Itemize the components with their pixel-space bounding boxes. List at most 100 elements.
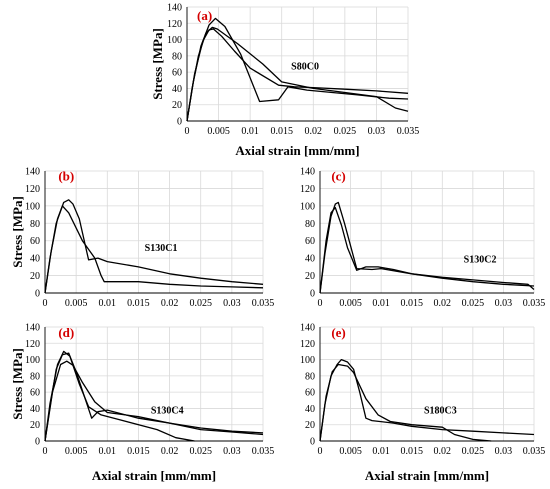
y-axis-title: Stress [MPa] bbox=[10, 348, 25, 420]
y-tick-label: 140 bbox=[25, 323, 40, 334]
chart-panel-a: 0 20 40 60 80 100 120 140 0 0.005 0.01 0.015 0.02 0.0… bbox=[150, 3, 419, 159]
y-tick-label: 0 bbox=[310, 289, 315, 300]
specimen-label: S130C1 bbox=[145, 243, 178, 254]
y-tick-label: 20 bbox=[305, 271, 315, 282]
stress-strain-curve-2 bbox=[319, 206, 535, 294]
y-tick-label: 140 bbox=[300, 167, 315, 178]
y-tick-label: 140 bbox=[25, 167, 40, 178]
y-axis-title: Stress [MPa] bbox=[10, 196, 25, 268]
x-tick-label: 0.015 bbox=[127, 446, 150, 457]
specimen-label: S130C2 bbox=[464, 255, 497, 266]
panel-label: (c) bbox=[331, 169, 345, 184]
x-axis-title: Axial strain [mm/mm] bbox=[92, 468, 216, 483]
y-tick-label: 0 bbox=[35, 289, 40, 300]
x-tick-label: 0.02 bbox=[161, 446, 179, 457]
x-tick-label: 0.015 bbox=[270, 126, 293, 137]
x-tick-label: 0.035 bbox=[523, 446, 546, 457]
y-tick-label: 40 bbox=[172, 84, 182, 95]
x-tick-label: 0.01 bbox=[99, 446, 117, 457]
y-tick-label: 40 bbox=[30, 254, 40, 265]
x-axis-title: Axial strain [mm/mm] bbox=[235, 143, 359, 158]
stress-strain-curve-1 bbox=[186, 26, 409, 122]
specimen-label: S180C3 bbox=[424, 405, 457, 416]
y-tick-label: 100 bbox=[167, 35, 182, 46]
y-tick-label: 100 bbox=[25, 355, 40, 366]
x-tick-label: 0.03 bbox=[495, 446, 513, 457]
y-tick-label: 100 bbox=[300, 201, 315, 212]
x-tick-label: 0.02 bbox=[434, 298, 452, 309]
y-tick-label: 0 bbox=[310, 437, 315, 448]
x-tick-label: 0 bbox=[43, 446, 48, 457]
y-tick-label: 140 bbox=[167, 3, 182, 14]
y-tick-label: 120 bbox=[167, 19, 182, 30]
x-tick-label: 0.035 bbox=[252, 298, 275, 309]
panel-label: (e) bbox=[331, 325, 345, 340]
y-tick-label: 120 bbox=[25, 184, 40, 195]
x-tick-label: 0.035 bbox=[523, 298, 546, 309]
chart-panel-c: 0 20 40 60 80 100 120 140 0 0.005 0.01 0.015 0.02 0.0… bbox=[300, 167, 545, 310]
panel-label: (d) bbox=[58, 325, 74, 340]
x-tick-label: 0.005 bbox=[65, 446, 88, 457]
y-tick-label: 80 bbox=[305, 219, 315, 230]
x-tick-label: 0 bbox=[318, 446, 323, 457]
x-tick-label: 0.005 bbox=[65, 298, 88, 309]
y-tick-label: 0 bbox=[177, 117, 182, 128]
y-tick-label: 60 bbox=[30, 236, 40, 247]
y-tick-label: 120 bbox=[300, 184, 315, 195]
x-tick-label: 0.02 bbox=[161, 298, 179, 309]
x-tick-label: 0.005 bbox=[339, 446, 362, 457]
x-tick-label: 0.01 bbox=[241, 126, 259, 137]
y-tick-label: 0 bbox=[35, 437, 40, 448]
x-tick-label: 0.035 bbox=[397, 126, 420, 137]
x-tick-label: 0.01 bbox=[372, 446, 390, 457]
x-tick-label: 0.01 bbox=[99, 298, 117, 309]
x-axis-title: Axial strain [mm/mm] bbox=[365, 468, 489, 483]
y-tick-label: 20 bbox=[172, 100, 182, 111]
y-tick-label: 40 bbox=[305, 404, 315, 415]
y-tick-label: 60 bbox=[172, 68, 182, 79]
y-tick-label: 120 bbox=[25, 339, 40, 350]
stress-strain-curve-2 bbox=[319, 363, 492, 442]
x-tick-label: 0.015 bbox=[127, 298, 150, 309]
panel-label: (a) bbox=[197, 8, 212, 23]
x-tick-label: 0.025 bbox=[189, 446, 212, 457]
stress-strain-curve-1 bbox=[319, 201, 535, 294]
y-tick-label: 100 bbox=[25, 201, 40, 212]
stress-strain-curve-2 bbox=[44, 350, 195, 442]
x-tick-label: 0.02 bbox=[305, 126, 323, 137]
x-tick-label: 0.01 bbox=[372, 298, 390, 309]
y-tick-label: 60 bbox=[305, 388, 315, 399]
x-tick-label: 0.015 bbox=[400, 298, 423, 309]
y-tick-label: 80 bbox=[305, 371, 315, 382]
y-tick-label: 100 bbox=[300, 355, 315, 366]
x-tick-label: 0.005 bbox=[207, 126, 230, 137]
panel-label: (b) bbox=[58, 169, 74, 184]
y-tick-label: 20 bbox=[305, 420, 315, 431]
x-tick-label: 0.03 bbox=[223, 446, 241, 457]
stress-strain-curve-1 bbox=[44, 352, 264, 442]
x-tick-label: 0.03 bbox=[368, 126, 386, 137]
x-tick-label: 0.025 bbox=[462, 446, 485, 457]
stress-strain-curve-2 bbox=[44, 205, 264, 294]
x-tick-label: 0 bbox=[43, 298, 48, 309]
x-tick-label: 0.005 bbox=[339, 298, 362, 309]
y-tick-label: 120 bbox=[300, 339, 315, 350]
chart-panel-d: 0 20 40 60 80 100 120 140 0 0.005 0.01 0.015 0.02 0.0… bbox=[10, 323, 274, 484]
y-tick-label: 80 bbox=[172, 51, 182, 62]
x-tick-label: 0.02 bbox=[434, 446, 452, 457]
chart-panel-b: 0 20 40 60 80 100 120 140 0 0.005 0.01 0.015 0.02 0.0… bbox=[10, 167, 274, 310]
chart-panel-e: 0 20 40 60 80 100 120 140 0 0.005 0.01 0.015 0.02 0.0… bbox=[300, 323, 545, 484]
y-tick-label: 140 bbox=[300, 323, 315, 334]
stress-strain-curve-3 bbox=[186, 28, 409, 122]
x-tick-label: 0.025 bbox=[334, 126, 357, 137]
y-axis-title: Stress [MPa] bbox=[150, 28, 165, 100]
y-tick-label: 20 bbox=[30, 420, 40, 431]
x-tick-label: 0.03 bbox=[495, 298, 513, 309]
y-tick-label: 60 bbox=[30, 388, 40, 399]
specimen-label: S80C0 bbox=[291, 62, 319, 73]
x-tick-label: 0 bbox=[318, 298, 323, 309]
y-tick-label: 20 bbox=[30, 271, 40, 282]
x-tick-label: 0 bbox=[185, 126, 190, 137]
y-tick-label: 40 bbox=[305, 254, 315, 265]
